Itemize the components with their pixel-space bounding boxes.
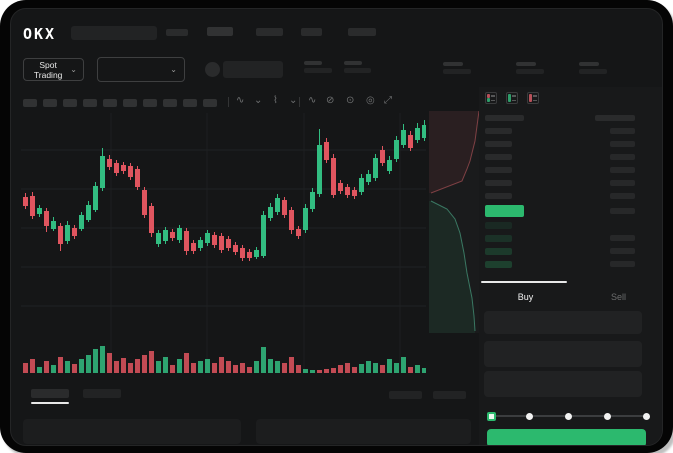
stat-label-5 <box>579 62 599 66</box>
ask-price-cell[interactable] <box>485 167 512 173</box>
bottom-active-tab-indicator <box>31 402 69 404</box>
ask-amount-cell[interactable] <box>610 154 635 160</box>
price-input[interactable] <box>484 311 642 334</box>
orderbook-price-header <box>485 115 524 121</box>
chevron-down-icon[interactable]: ⌄ <box>254 95 263 106</box>
coin-avatar <box>205 62 220 77</box>
timeframe-button[interactable] <box>123 99 137 107</box>
timeframe-button[interactable] <box>23 99 37 107</box>
drawing-tool-icon[interactable]: ⊘ <box>326 95 335 106</box>
nav-item-4[interactable] <box>301 28 322 36</box>
orderbook-asks-icon[interactable] <box>527 92 539 104</box>
stat-label-2 <box>344 61 362 65</box>
slider-stop-2[interactable] <box>565 412 572 420</box>
nav-item-2[interactable] <box>207 27 233 36</box>
stat-value-5 <box>579 69 607 74</box>
candle-style-icon[interactable]: ∿ <box>236 95 245 106</box>
ask-price-cell[interactable] <box>485 128 512 134</box>
timeframe-button[interactable] <box>203 99 217 107</box>
total-input[interactable] <box>484 371 642 397</box>
ask-amount-cell[interactable] <box>610 128 635 134</box>
okx-logo: OKX <box>23 25 57 43</box>
candlestick-chart[interactable] <box>21 113 426 373</box>
settings-icon[interactable]: ◎ <box>366 95 375 106</box>
bid-price-cell[interactable] <box>485 235 512 242</box>
depth-chart[interactable] <box>429 111 481 333</box>
trading-app-window: OKX Spot Trading ⌄ ⌄ ∿ ⌄ ⌇ ⌄ ∿ ⊘ ⊙ ◎ ⤢ <box>10 8 663 446</box>
orderbook-bids-icon[interactable] <box>506 92 518 104</box>
timeframe-button[interactable] <box>183 99 197 107</box>
timeframe-button[interactable] <box>83 99 97 107</box>
bottom-tab-order-history[interactable] <box>83 389 121 398</box>
fullscreen-icon[interactable]: ⤢ <box>384 95 392 106</box>
slider-stop-1[interactable] <box>526 412 534 420</box>
stat-value-2 <box>344 68 371 73</box>
orders-table-placeholder <box>23 419 241 444</box>
tab-buy[interactable]: Buy <box>517 292 534 302</box>
orderbook-combined-icon[interactable] <box>485 92 497 104</box>
bid-amount-cell[interactable] <box>610 261 635 267</box>
ask-amount-cell[interactable] <box>610 180 635 186</box>
stat-value-1 <box>304 68 332 73</box>
pair-name-placeholder <box>223 61 283 78</box>
nav-item-3[interactable] <box>256 28 283 36</box>
bid-price-cell[interactable] <box>485 248 512 255</box>
nav-item-1[interactable] <box>166 29 188 36</box>
bottom-action-2[interactable] <box>433 391 466 399</box>
timeframe-button[interactable] <box>43 99 57 107</box>
chevron-down-icon-2[interactable]: ⌄ <box>289 95 298 106</box>
last-price-badge[interactable] <box>485 205 524 217</box>
search-input[interactable] <box>71 26 157 40</box>
bid-price-cell[interactable] <box>485 222 512 229</box>
line-tool-icon[interactable]: ∿ <box>308 95 317 106</box>
ask-amount-cell[interactable] <box>610 167 635 173</box>
tab-sell[interactable]: Sell <box>610 292 626 302</box>
orderbook-amount-header <box>595 115 635 121</box>
stat-label-3 <box>443 62 463 66</box>
bid-amount-cell[interactable] <box>610 235 635 241</box>
bid-price-cell[interactable] <box>485 261 512 268</box>
slider-stop-3[interactable] <box>603 412 611 420</box>
timeframe-button[interactable] <box>143 99 157 107</box>
nav-item-5[interactable] <box>348 28 376 36</box>
ask-price-cell[interactable] <box>485 141 512 147</box>
stat-label-4 <box>516 62 536 66</box>
timeframe-button[interactable] <box>63 99 77 107</box>
market-type-label: Spot Trading <box>33 59 63 80</box>
camera-icon[interactable]: ⊙ <box>346 95 355 106</box>
ask-price-cell[interactable] <box>485 180 512 186</box>
bottom-tab-open-orders[interactable] <box>31 389 69 398</box>
buy-submit-button[interactable] <box>487 429 646 445</box>
ask-price-cell[interactable] <box>485 193 512 199</box>
slider-stop-4[interactable] <box>642 412 650 420</box>
stat-label-1 <box>304 61 322 65</box>
chevron-down-icon: ⌄ <box>70 64 77 74</box>
stat-value-4 <box>516 69 544 74</box>
active-tab-indicator <box>481 281 567 283</box>
timeframe-button[interactable] <box>103 99 117 107</box>
orderbook-amount-cell <box>610 208 635 214</box>
indicator-icon[interactable]: ⌇ <box>273 95 278 106</box>
slider-stop-0[interactable] <box>486 411 496 421</box>
chevron-down-icon: ⌄ <box>170 64 177 74</box>
positions-table-placeholder <box>256 419 471 444</box>
bid-amount-cell[interactable] <box>610 248 635 254</box>
market-type-dropdown[interactable]: Spot Trading ⌄ <box>23 58 84 81</box>
timeframe-button[interactable] <box>163 99 177 107</box>
amount-input[interactable] <box>484 341 642 367</box>
stat-value-3 <box>443 69 471 74</box>
ask-amount-cell[interactable] <box>610 141 635 147</box>
ask-price-cell[interactable] <box>485 154 512 160</box>
pair-selector-dropdown[interactable]: ⌄ <box>97 57 185 82</box>
bottom-action-1[interactable] <box>389 391 422 399</box>
ask-amount-cell[interactable] <box>610 193 635 199</box>
